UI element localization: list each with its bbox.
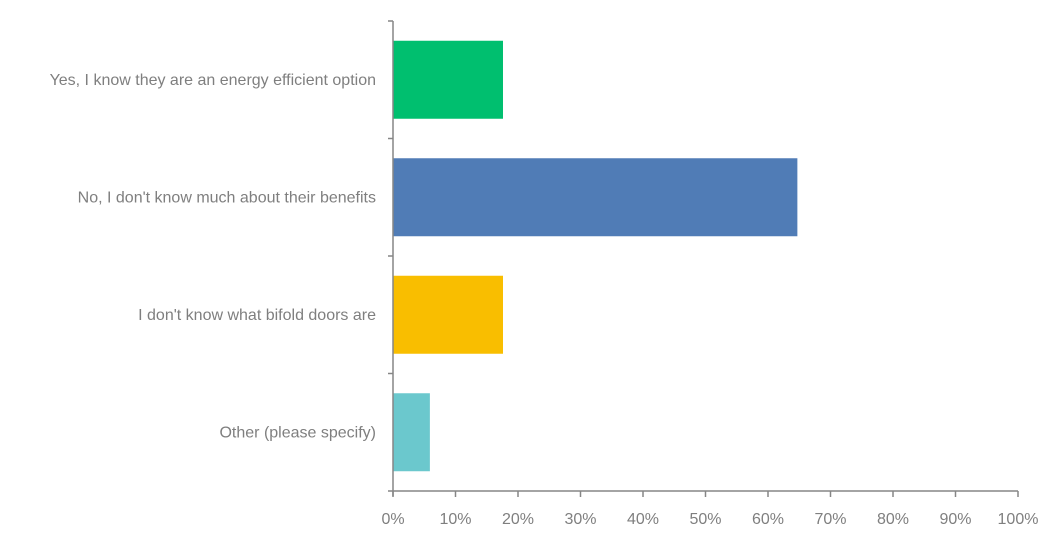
x-tick-label-7: 70% xyxy=(814,511,846,528)
category-label-4: Other (please specify) xyxy=(219,424,376,441)
category-label-1: Yes, I know they are an energy efficient… xyxy=(50,72,376,89)
category-label-3: I don't know what bifold doors are xyxy=(138,307,376,324)
x-tick-label-4: 40% xyxy=(627,511,659,528)
category-labels: Yes, I know they are an energy efficient… xyxy=(50,72,377,442)
x-tick-label-9: 90% xyxy=(939,511,971,528)
bar-2 xyxy=(393,158,798,237)
x-tick-label-8: 80% xyxy=(877,511,909,528)
x-tick-label-0: 0% xyxy=(381,511,404,528)
x-tick-label-1: 10% xyxy=(439,511,471,528)
bars-group xyxy=(393,40,798,472)
x-tick-label-10: 100% xyxy=(998,511,1039,528)
x-tick-label-6: 60% xyxy=(752,511,784,528)
x-tick-label-2: 20% xyxy=(502,511,534,528)
axes-group xyxy=(388,20,1019,497)
bar-3 xyxy=(393,275,503,354)
x-tick-label-5: 50% xyxy=(689,511,721,528)
tick-labels: 0% 10% 20% 30% 40% 50% 60% 70% 80% 90% 100% xyxy=(381,511,1038,528)
bar-4 xyxy=(393,393,430,472)
x-tick-label-3: 30% xyxy=(564,511,596,528)
bar-1 xyxy=(393,40,503,119)
category-label-2: No, I don't know much about their benefi… xyxy=(78,189,376,206)
